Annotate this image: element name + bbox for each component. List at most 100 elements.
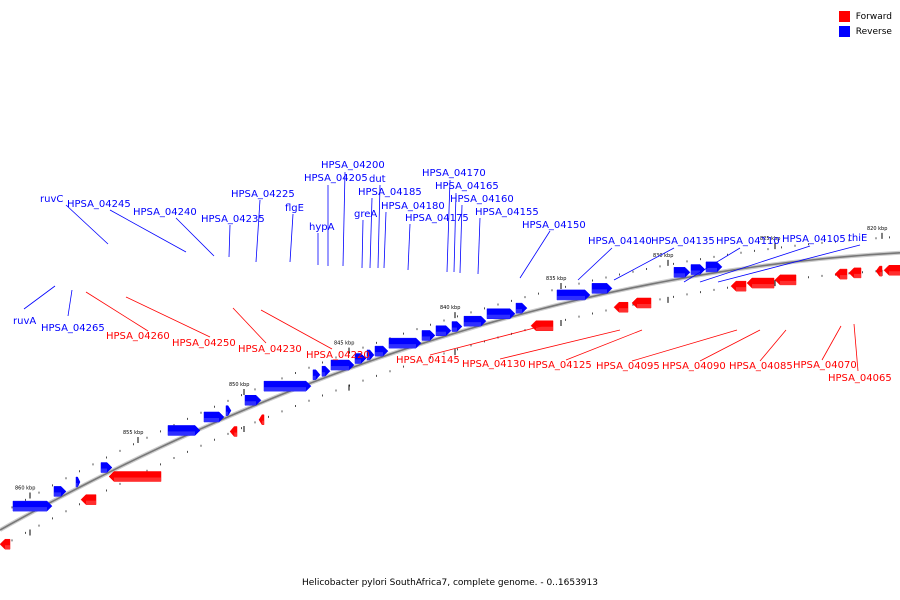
reverse-gene-4	[167, 425, 201, 436]
gene-shade	[54, 492, 61, 497]
legend-item-reverse: Reverse	[838, 24, 892, 39]
reverse-gene-label-leader	[407, 223, 411, 271]
reverse-gene-23	[591, 283, 613, 294]
reverse-gene-3	[100, 462, 113, 473]
reverse-gene-label: HPSA_04155	[475, 207, 539, 218]
reverse-gene-label-leader	[67, 289, 73, 317]
reverse-gene-label: HPSA_04175	[405, 213, 469, 224]
forward-gene-label: HPSA_04065	[828, 373, 892, 384]
gene-shade	[889, 271, 900, 276]
gene-shade	[234, 432, 237, 437]
reverse-gene-14	[374, 345, 389, 357]
gene-shade	[245, 401, 256, 406]
reverse-gene-label: HPSA_04240	[133, 207, 197, 218]
reverse-gene-label-leader	[175, 217, 215, 257]
forward-gene-label: HPSA_04095	[596, 361, 660, 372]
gene-shade	[780, 280, 796, 285]
forward-gene-label-leader	[260, 309, 333, 350]
reverse-gene-label-leader	[65, 204, 109, 245]
gene-shade	[5, 545, 10, 550]
gene-shade	[355, 359, 361, 364]
reverse-gene-label-leader	[383, 211, 387, 269]
gene-shade	[422, 336, 430, 341]
forward-gene-11	[834, 268, 848, 280]
kbp-label: 820 kbp	[867, 226, 887, 232]
gene-shade	[313, 375, 316, 380]
gene-shade	[322, 372, 326, 377]
forward-swatch	[838, 11, 850, 22]
forward-gene-label: HPSA_04145	[396, 355, 460, 366]
forward-gene-label-leader	[429, 325, 543, 356]
reverse-gene-label-leader	[683, 247, 741, 283]
gene-shade	[464, 322, 481, 327]
legend-label-forward: Forward	[855, 11, 892, 22]
kbp-label: 860 kbp	[15, 485, 35, 491]
reverse-gene-label-leader	[361, 219, 364, 269]
legend: Forward Reverse	[838, 9, 892, 39]
gene-shade	[557, 295, 585, 300]
reverse-gene-label: HPSA_04150	[522, 220, 586, 231]
reverse-gene-8	[263, 380, 312, 392]
forward-gene-14	[883, 265, 900, 276]
forward-gene-label: HPSA_04085	[729, 361, 793, 372]
reverse-gene-22	[556, 289, 591, 301]
gene-shade	[452, 327, 457, 332]
forward-gene-label-leader	[699, 329, 761, 362]
reverse-gene-label: HPSA_04200	[321, 160, 385, 171]
reverse-gene-label-leader	[453, 192, 457, 273]
kbp-label: 855 kbp	[123, 430, 143, 436]
forward-gene-5	[530, 320, 554, 331]
reverse-gene-label-leader	[369, 197, 373, 269]
gene-shade	[674, 273, 685, 278]
reverse-gene-label: HPSA_04180	[381, 201, 445, 212]
reverse-gene-5	[203, 411, 225, 423]
gene-shade	[264, 387, 306, 392]
reverse-gene-label: flgE	[285, 203, 304, 214]
gene-shade	[619, 308, 628, 313]
gene-shade	[854, 273, 861, 278]
gene-shade	[226, 411, 228, 416]
reverse-gene-label-leader	[717, 244, 861, 283]
kbp-label: 840 kbp	[440, 305, 460, 311]
reverse-gene-label-leader	[289, 213, 294, 263]
reverse-gene-label: HPSA_04265	[41, 323, 105, 334]
backbone	[0, 252, 900, 531]
reverse-gene-label: hypA	[309, 222, 335, 233]
reverse-gene-label-leader	[446, 179, 451, 273]
gene-shade	[101, 468, 107, 473]
reverse-swatch	[838, 26, 850, 37]
forward-gene-12	[848, 267, 862, 279]
reverse-gene-label-leader	[23, 285, 56, 310]
gene-shade	[204, 417, 219, 422]
forward-gene-label-leader	[499, 329, 621, 360]
reverse-gene-label-leader	[613, 247, 675, 281]
gene-shade	[436, 331, 446, 336]
reverse-gene-label: HPSA_04245	[67, 199, 131, 210]
forward-gene-6	[613, 301, 629, 313]
reverse-gene-label: greA	[354, 209, 377, 220]
gene-shade	[168, 431, 195, 436]
forward-gene-label-leader	[232, 307, 267, 344]
reverse-gene-25	[690, 264, 706, 275]
gene-shade	[752, 284, 774, 289]
forward-gene-10	[774, 274, 797, 286]
forward-gene-2	[108, 471, 162, 482]
reverse-gene-6	[225, 405, 232, 416]
reverse-gene-20	[486, 308, 516, 319]
reverse-gene-17	[435, 325, 452, 336]
reverse-gene-label-leader	[377, 184, 381, 269]
reverse-gene-1	[53, 486, 67, 497]
reverse-gene-label-leader	[577, 247, 613, 281]
forward-gene-label-leader	[759, 329, 787, 362]
reverse-gene-19	[463, 315, 487, 327]
reverse-gene-label: HPSA_04185	[358, 187, 422, 198]
gene-shade	[706, 267, 717, 272]
gene-shade	[262, 420, 264, 425]
forward-gene-0	[0, 538, 11, 550]
reverse-gene-label-leader	[255, 199, 261, 263]
forward-gene-label-leader	[565, 329, 643, 361]
reverse-gene-24	[673, 267, 691, 278]
reverse-gene-label: ruvC	[40, 194, 63, 205]
forward-gene-label: HPSA_04070	[793, 360, 857, 371]
